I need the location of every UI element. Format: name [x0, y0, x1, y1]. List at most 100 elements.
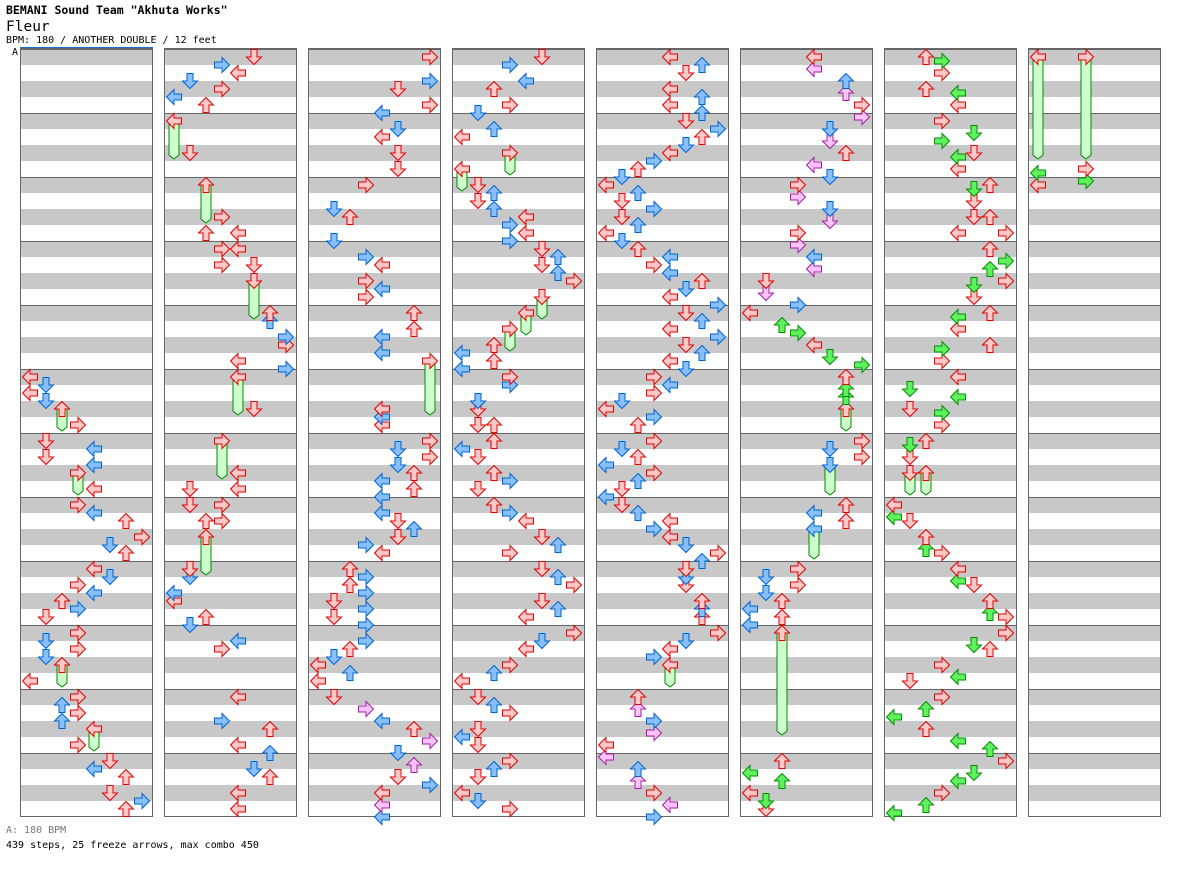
up-arrow-icon — [485, 432, 503, 449]
right-arrow-icon — [358, 600, 375, 618]
up-arrow-icon — [341, 576, 359, 593]
right-arrow-icon — [358, 248, 375, 266]
up-arrow-icon — [485, 416, 503, 433]
up-arrow-icon — [53, 592, 71, 609]
right-arrow-icon — [646, 200, 663, 218]
bpm-note: A: 180 BPM — [6, 825, 67, 836]
left-arrow-icon — [805, 248, 822, 266]
right-arrow-icon — [278, 328, 295, 346]
right-arrow-icon — [710, 328, 727, 346]
left-arrow-icon — [885, 708, 902, 726]
left-arrow-icon — [373, 488, 390, 506]
left-arrow-icon — [661, 796, 678, 814]
down-arrow-icon — [821, 349, 839, 366]
left-arrow-icon — [661, 80, 678, 98]
up-arrow-icon — [53, 400, 71, 417]
left-arrow-icon — [741, 784, 758, 802]
right-arrow-icon — [854, 96, 871, 114]
down-arrow-icon — [245, 257, 263, 274]
up-arrow-icon — [917, 528, 935, 545]
right-arrow-icon — [790, 176, 807, 194]
up-arrow-icon — [629, 216, 647, 233]
left-arrow-icon — [949, 308, 966, 326]
right-arrow-icon — [646, 152, 663, 170]
up-arrow-icon — [773, 624, 791, 641]
right-arrow-icon — [70, 600, 87, 618]
right-arrow-icon — [934, 112, 951, 130]
left-arrow-icon — [229, 784, 246, 802]
left-arrow-icon — [229, 224, 246, 242]
down-arrow-icon — [965, 577, 983, 594]
right-arrow-icon — [214, 80, 231, 98]
up-arrow-icon — [917, 432, 935, 449]
up-arrow-icon — [197, 528, 215, 545]
down-arrow-icon — [37, 609, 55, 626]
right-arrow-icon — [646, 368, 663, 386]
down-arrow-icon — [821, 441, 839, 458]
left-arrow-icon — [85, 560, 102, 578]
left-arrow-icon — [661, 656, 678, 674]
left-arrow-icon — [373, 256, 390, 274]
right-arrow-icon — [278, 360, 295, 378]
up-arrow-icon — [53, 656, 71, 673]
down-arrow-icon — [325, 201, 343, 218]
bpm-segment-marker — [20, 47, 153, 48]
right-arrow-icon — [854, 432, 871, 450]
freeze-arrow-body — [1032, 56, 1044, 160]
up-arrow-icon — [485, 664, 503, 681]
right-arrow-icon — [70, 416, 87, 434]
left-arrow-icon — [949, 732, 966, 750]
right-arrow-icon — [214, 56, 231, 74]
left-arrow-icon — [661, 528, 678, 546]
down-arrow-icon — [965, 145, 983, 162]
down-arrow-icon — [757, 273, 775, 290]
down-arrow-icon — [389, 145, 407, 162]
left-arrow-icon — [597, 224, 614, 242]
down-arrow-icon — [533, 561, 551, 578]
down-arrow-icon — [613, 393, 631, 410]
right-arrow-icon — [854, 356, 871, 374]
right-arrow-icon — [1078, 48, 1095, 66]
left-arrow-icon — [373, 400, 390, 418]
right-arrow-icon — [422, 352, 439, 370]
down-arrow-icon — [677, 337, 695, 354]
down-arrow-icon — [389, 513, 407, 530]
right-arrow-icon — [134, 528, 151, 546]
right-arrow-icon — [710, 296, 727, 314]
right-arrow-icon — [502, 800, 519, 818]
left-arrow-icon — [373, 104, 390, 122]
right-arrow-icon — [214, 208, 231, 226]
up-arrow-icon — [261, 768, 279, 785]
down-arrow-icon — [613, 233, 631, 250]
up-arrow-icon — [405, 720, 423, 737]
left-arrow-icon — [309, 656, 326, 674]
right-arrow-icon — [214, 496, 231, 514]
up-arrow-icon — [981, 740, 999, 757]
up-arrow-icon — [549, 248, 567, 265]
down-arrow-icon — [325, 233, 343, 250]
left-arrow-icon — [517, 72, 534, 90]
up-arrow-icon — [197, 608, 215, 625]
left-arrow-icon — [85, 584, 102, 602]
right-arrow-icon — [790, 296, 807, 314]
up-arrow-icon — [197, 176, 215, 193]
down-arrow-icon — [901, 513, 919, 530]
right-arrow-icon — [646, 648, 663, 666]
left-arrow-icon — [661, 96, 678, 114]
right-arrow-icon — [422, 48, 439, 66]
right-arrow-icon — [998, 224, 1015, 242]
right-arrow-icon — [646, 784, 663, 802]
up-arrow-icon — [981, 304, 999, 321]
down-arrow-icon — [757, 569, 775, 586]
left-arrow-icon — [949, 224, 966, 242]
down-arrow-icon — [821, 201, 839, 218]
left-arrow-icon — [1029, 164, 1046, 182]
down-arrow-icon — [101, 537, 119, 554]
down-arrow-icon — [181, 617, 199, 634]
right-arrow-icon — [646, 808, 663, 826]
left-arrow-icon — [949, 560, 966, 578]
right-arrow-icon — [134, 792, 151, 810]
up-arrow-icon — [485, 352, 503, 369]
right-arrow-icon — [422, 72, 439, 90]
left-arrow-icon — [229, 368, 246, 386]
